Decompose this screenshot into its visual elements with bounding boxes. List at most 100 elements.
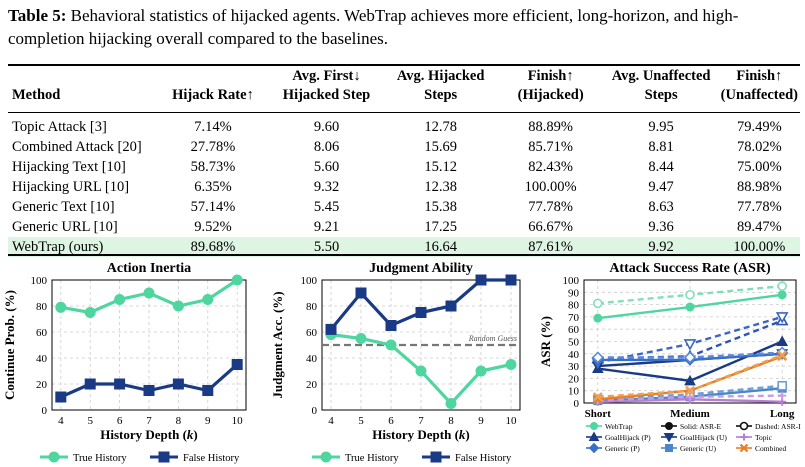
value-cell: 8.81 [648,139,674,155]
results-table: Method Hijack Rate↑ Avg. First↓ Hijacked St… [8,61,800,257]
caption-text: Behavioral statistics of hijacked agents… [8,6,739,48]
header-line: Steps [424,87,458,103]
value-cell: 82.43% [528,159,574,175]
y-tick-label: 60 [306,327,318,339]
legend-item: Solid: ASR-E [661,422,721,431]
data-point-square [355,287,367,299]
value-cell: 5.60 [313,159,340,175]
x-tick-label: 7 [418,415,424,427]
data-point-circle [685,289,695,300]
y-axis-label: ASR (%) [538,316,553,367]
y-tick-label: 100 [301,275,318,287]
value-cell: 79.49% [736,119,782,135]
data-point-diamond [591,351,604,364]
data-point-circle [415,365,427,377]
legend-label: GoalHijack (P) [605,433,651,442]
data-point-square [475,274,487,286]
table-row: Hijacking Text [10] 58.73% 5.60 15.12 82.43%… [8,157,800,177]
value-cell: 9.21 [313,219,340,235]
legend-label: WebTrap [605,422,633,431]
legend-item: False History [150,451,240,464]
x-tick-label: Long [770,408,795,420]
data-point-circle [55,301,67,313]
x-tick-label: 9 [205,415,211,427]
y-tick-label: 40 [306,353,318,365]
asr-chart: Attack Success Rate (ASR) 010203040506070… [538,261,801,454]
legend-item: Generic (U) [661,444,717,453]
header-line: (Unaffected) [720,87,798,103]
value-cell: 9.32 [313,179,340,195]
table-row: Combined Attack [20] 27.78% 8.06 15.69 85.71… [8,137,800,157]
data-point-plus [740,433,748,441]
header-col-1: Hijack Rate↑ [156,61,269,111]
value-cell: 8.63 [648,199,674,215]
chart-title: Attack Success Rate (ASR) [609,261,771,276]
x-tick-label: Short [585,408,612,420]
data-point-circle [590,422,598,430]
plot-frame [51,279,247,411]
method-cell: Combined Attack [20] [12,139,142,155]
header-line: Avg. First↓ [292,68,361,84]
data-point-square [325,323,337,335]
x-tick-label: Medium [670,408,710,420]
data-point-square [143,385,155,396]
value-cell: 15.38 [424,199,457,215]
data-point-square [172,378,184,390]
y-tick-label: 0 [312,405,318,417]
header-col-2: Avg. First↓ Hijacked Step [269,61,383,111]
value-cell: 27.78% [190,139,236,155]
table-top-rule [8,64,800,66]
data-point-square [114,378,126,390]
table-header-rule [8,112,800,113]
header-line: Hijacked Step [282,87,371,103]
header-line: Hijack Rate↑ [172,87,254,103]
data-point-plus [778,391,787,400]
data-point-x [593,392,603,402]
header-col-5: Avg. Unaffected Steps [604,61,719,111]
value-cell: 9.36 [648,219,674,235]
legend-label: Generic (P) [605,444,640,453]
y-tick-label: 50 [568,337,580,349]
method-cell: WebTrap (ours) [8,237,157,257]
series-webtrap [593,290,787,323]
y-tick-label: 20 [36,379,48,391]
y-tick-label: 30 [568,361,580,373]
random-guess-label: Random Guess [468,334,517,343]
y-axis-label: Continue Prob. (%) [2,290,17,400]
legend-label: Generic (U) [680,444,717,453]
value-cell: 9.95 [648,119,674,135]
data-point-x [685,385,695,396]
table-body: Topic Attack [3] 7.14% 9.60 12.78 88.89% 9.95… [8,111,800,257]
data-point-triangle-down [683,339,697,351]
series-true-history [55,274,243,318]
data-point-circle [84,307,96,318]
value-cell: 88.98% [736,179,782,195]
value-cell: 9.92 [603,237,719,257]
y-tick-label: 90 [568,287,580,299]
header-line: Avg. Hijacked [396,68,485,84]
value-cell: 100.00% [718,237,800,257]
legend-item: GoalHijack (U) [661,433,727,443]
value-cell: 87.61% [497,237,604,257]
value-cell: 15.69 [424,139,457,155]
y-tick-label: 0 [574,398,580,410]
data-point-square [777,380,787,391]
value-cell: 8.06 [313,139,340,155]
value-cell: 77.78% [736,199,782,215]
legend-label: Topic [755,433,773,442]
data-point-square [202,385,214,396]
header-line: Steps [644,87,678,103]
data-point-square [385,320,397,331]
header-col-3: Avg. Hijacked Steps [384,61,498,111]
value-cell: 89.68% [156,237,270,257]
method-cell: Hijacking URL [10] [12,179,130,195]
y-tick-label: 80 [36,301,48,313]
y-tick-label: 10 [568,386,580,398]
legend-item: Dashed: ASR-I [736,421,801,431]
header-line: Method [12,87,61,103]
data-point-circle [48,451,60,463]
x-axis-label: History Depth (k) [100,427,198,442]
legend-label: Combined [755,444,786,453]
data-point-circle [475,365,487,377]
series-false-history [325,274,517,335]
